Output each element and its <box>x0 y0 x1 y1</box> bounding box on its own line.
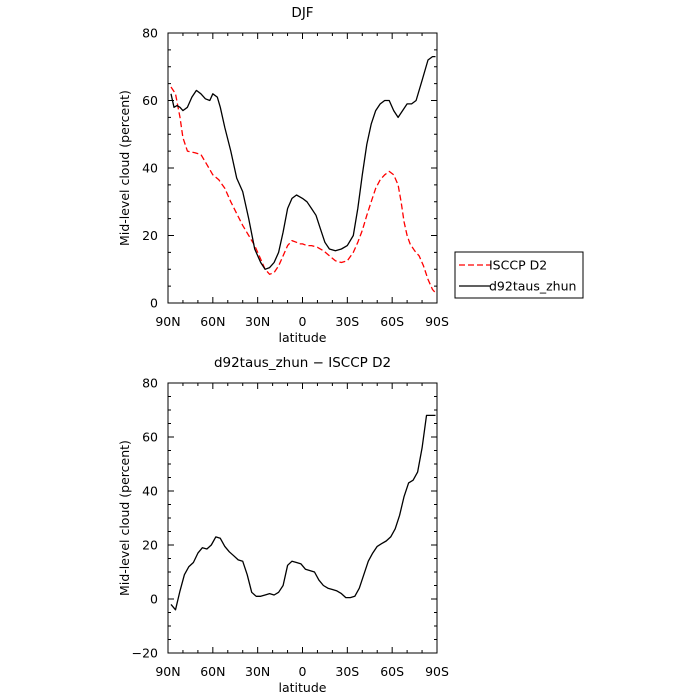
y-tick-label: 0 <box>150 592 158 607</box>
x-tick-label: 90N <box>155 314 180 329</box>
y-tick-label: 60 <box>142 93 158 108</box>
x-tick-label: 30S <box>335 664 359 679</box>
y-tick-label: 40 <box>142 161 158 176</box>
series-line-1-1 <box>170 86 436 294</box>
x-tick-label: 60N <box>200 314 225 329</box>
y-tick-label: 20 <box>142 228 158 243</box>
plot-frame <box>167 32 438 304</box>
chart-title: d92taus_zhun − ISCCP D2 <box>214 355 391 371</box>
x-tick-label: 90S <box>425 664 449 679</box>
x-tick-label: 60N <box>200 664 225 679</box>
series-line-1-2 <box>170 55 436 270</box>
y-tick-label: 80 <box>142 376 158 391</box>
series-line-2-1 <box>170 414 436 611</box>
x-tick-label: 30N <box>245 314 270 329</box>
y-tick-label: −20 <box>132 646 158 661</box>
y-axis-label: Mid-level cloud (percent) <box>117 90 132 246</box>
x-axis-label: latitude <box>279 680 327 695</box>
y-tick-label: 80 <box>142 26 158 41</box>
x-tick-label: 30S <box>335 314 359 329</box>
x-tick-label: 0 <box>299 664 307 679</box>
plot-frame <box>167 382 438 654</box>
x-tick-label: 30N <box>245 664 270 679</box>
legend: ISCCP D2 d92taus_zhun <box>454 251 584 299</box>
legend-box <box>454 251 584 299</box>
x-tick-label: 60S <box>380 664 404 679</box>
y-tick-label: 20 <box>142 538 158 553</box>
y-tick-label: 60 <box>142 430 158 445</box>
x-tick-label: 60S <box>380 314 404 329</box>
y-tick-label: 0 <box>150 296 158 311</box>
chart-panel-1: 0 20 40 60 80 90N 60N 30N 0 30S 60S 90S DJF latitude M… <box>117 5 584 345</box>
chart-panel-2: −20 0 20 40 60 80 90N 60N 30N 0 30S 60S 90S d92taus_z… <box>117 355 449 695</box>
x-axis-label: latitude <box>279 330 327 345</box>
x-tick-label: 90N <box>155 664 180 679</box>
legend-label: d92taus_zhun <box>489 279 576 294</box>
x-tick-label: 0 <box>299 314 307 329</box>
legend-label: ISCCP D2 <box>489 258 547 273</box>
chart-title: DJF <box>291 5 313 21</box>
y-axis-label: Mid-level cloud (percent) <box>117 440 132 596</box>
y-tick-label: 40 <box>142 484 158 499</box>
x-tick-label: 90S <box>425 314 449 329</box>
